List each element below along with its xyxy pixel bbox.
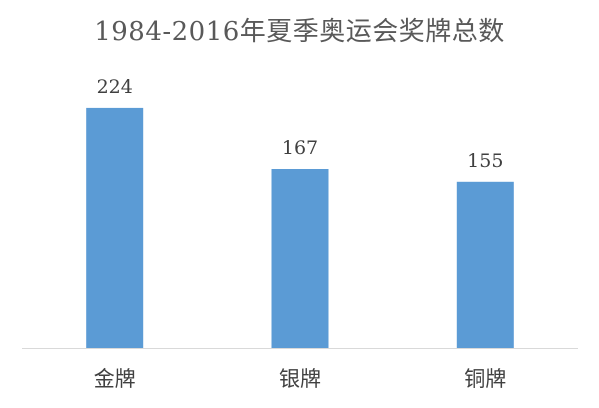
x-tick-label-3: 铜牌 bbox=[464, 367, 506, 391]
value-label-2: 167 bbox=[282, 137, 318, 159]
x-tick-label-2: 银牌 bbox=[279, 367, 321, 391]
bar-3 bbox=[456, 181, 514, 348]
value-label-1: 224 bbox=[97, 76, 133, 98]
value-labels-group: 224 167 155 bbox=[97, 76, 504, 172]
bar-1 bbox=[86, 107, 144, 349]
x-tick-label-1: 金牌 bbox=[94, 367, 136, 391]
chart-title: 1984-2016年夏季奥运会奖牌总数 bbox=[94, 17, 505, 47]
x-tick-labels-group: 金牌 银牌 铜牌 bbox=[94, 367, 507, 391]
bar-2 bbox=[271, 169, 329, 348]
value-label-3: 155 bbox=[467, 150, 503, 172]
bars-group bbox=[86, 107, 514, 349]
